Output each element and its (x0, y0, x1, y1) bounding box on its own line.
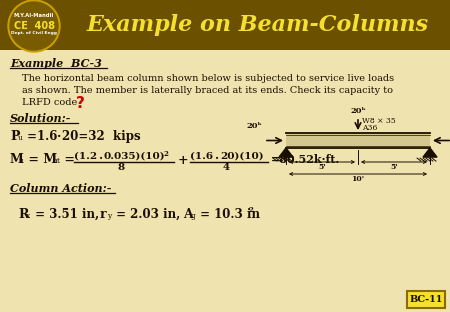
Text: (1.2: (1.2 (74, 152, 97, 161)
Text: u: u (18, 134, 23, 142)
Text: Solution:-: Solution:- (10, 113, 72, 124)
Text: =: = (60, 153, 75, 166)
Text: A: A (183, 208, 193, 221)
Bar (0, 0, 450, 50)
Text: u: u (19, 157, 24, 165)
Text: = M: = M (24, 153, 57, 166)
Text: 10': 10' (351, 175, 364, 183)
Text: = 3.51 in,: = 3.51 in, (31, 208, 99, 221)
Circle shape (10, 2, 58, 50)
Text: = 2.03 in,: = 2.03 in, (112, 208, 180, 221)
Text: 8: 8 (118, 163, 125, 172)
Text: P: P (10, 130, 19, 143)
Text: +: + (178, 154, 189, 167)
Circle shape (8, 0, 60, 52)
Text: ?: ? (76, 96, 85, 111)
Text: y: y (107, 212, 111, 220)
Text: ·: · (57, 130, 61, 143)
Polygon shape (279, 148, 293, 157)
Text: W8 × 35: W8 × 35 (362, 117, 396, 125)
Text: Dept. of Civil Engg: Dept. of Civil Engg (11, 31, 57, 35)
Text: 20)(10): 20)(10) (220, 152, 264, 161)
Text: as shown. The member is laterally braced at its ends. Check its capacity to: as shown. The member is laterally braced… (22, 86, 393, 95)
Text: LRFD code: LRFD code (22, 98, 77, 107)
Text: = 10.3 in: = 10.3 in (196, 208, 260, 221)
Text: The horizontal beam column shown below is subjected to service live loads: The horizontal beam column shown below i… (22, 74, 394, 83)
Text: ·: · (99, 152, 103, 165)
Text: Column Action:-: Column Action:- (10, 183, 112, 194)
Text: A36: A36 (362, 124, 378, 132)
Text: 2: 2 (163, 150, 168, 158)
Text: 20=32  kips: 20=32 kips (62, 130, 140, 143)
Text: R: R (18, 208, 28, 221)
Text: 0.035)(10): 0.035)(10) (104, 152, 166, 161)
Text: M.Y.Al-Mandil: M.Y.Al-Mandil (14, 13, 54, 18)
Text: BC-11: BC-11 (410, 295, 443, 304)
FancyBboxPatch shape (407, 291, 445, 308)
Text: 5': 5' (318, 163, 326, 171)
Text: 20ᵏ: 20ᵏ (246, 123, 262, 130)
Text: ·: · (215, 152, 219, 165)
Text: x: x (26, 212, 30, 220)
Text: =1.6: =1.6 (23, 130, 58, 143)
Text: Example  BC-3: Example BC-3 (10, 58, 102, 69)
Text: 4: 4 (223, 163, 230, 172)
Polygon shape (423, 148, 437, 157)
Text: (1.6: (1.6 (190, 152, 213, 161)
Text: 2: 2 (248, 206, 253, 214)
Text: M: M (10, 153, 24, 166)
Text: =80.52: =80.52 (271, 154, 315, 165)
Text: Example on Beam-Columns: Example on Beam-Columns (87, 14, 429, 36)
Text: r: r (100, 208, 107, 221)
Text: g: g (191, 212, 196, 220)
Text: 5': 5' (390, 163, 398, 171)
Bar (286, 133, 430, 148)
Text: nt: nt (53, 157, 61, 165)
Text: k·ft.: k·ft. (310, 154, 339, 165)
Text: CE  408: CE 408 (14, 21, 54, 31)
Text: 20ᵏ: 20ᵏ (350, 107, 366, 115)
